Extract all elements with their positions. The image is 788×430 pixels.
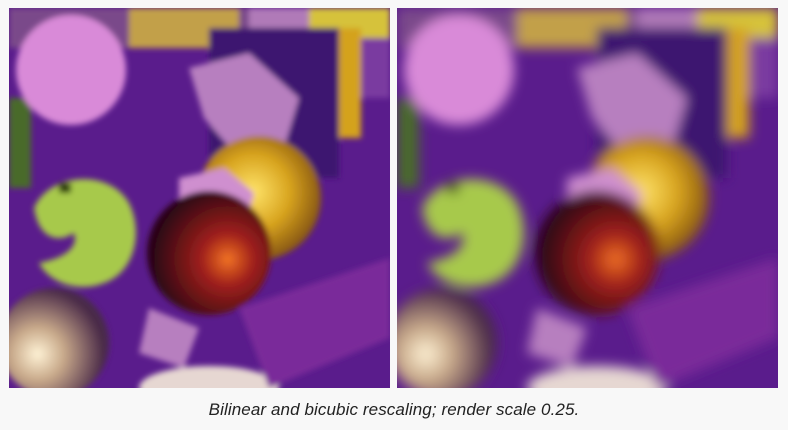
bicubic-render-image — [397, 8, 778, 388]
bilinear-render-panel — [9, 8, 390, 388]
bilinear-render-image — [9, 8, 390, 388]
figure-caption: Bilinear and bicubic rescaling; render s… — [208, 400, 580, 419]
bicubic-render-panel — [397, 8, 778, 388]
